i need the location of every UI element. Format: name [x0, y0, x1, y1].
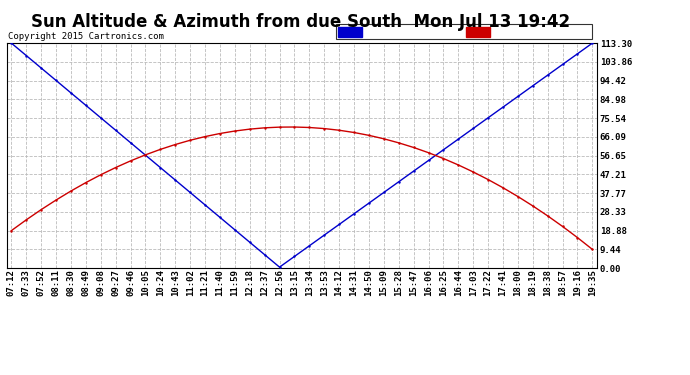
Text: Sun Altitude & Azimuth from due South  Mon Jul 13 19:42: Sun Altitude & Azimuth from due South Mo… [30, 13, 570, 31]
Legend: Azimuth (Angle °), Altitude (Angle °): Azimuth (Angle °), Altitude (Angle °) [335, 24, 592, 39]
Text: Copyright 2015 Cartronics.com: Copyright 2015 Cartronics.com [8, 32, 164, 41]
